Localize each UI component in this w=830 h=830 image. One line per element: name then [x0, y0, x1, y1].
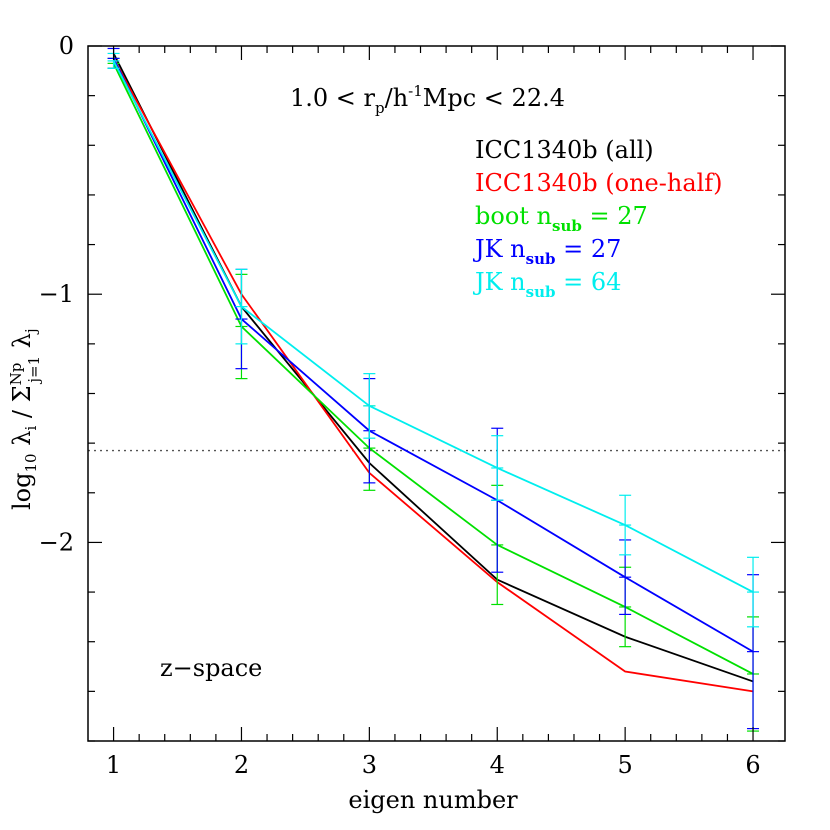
- y-tick-label: −1: [39, 280, 74, 308]
- x-tick-label: 3: [362, 751, 377, 779]
- series-4: [107, 52, 760, 628]
- x-tick-label: 1: [106, 751, 121, 779]
- series-2: [107, 57, 760, 732]
- series-line: [112, 58, 754, 653]
- x-tick-label: 2: [234, 751, 249, 779]
- legend-entry: ICC1340b (one-half): [475, 169, 723, 197]
- x-tick-label: 5: [617, 751, 632, 779]
- legend-entry: JK nsub = 27: [472, 235, 621, 268]
- series-line: [112, 53, 754, 683]
- legend: ICC1340b (all) ICC1340b (one-half) boot ns…: [472, 136, 723, 301]
- x-tick-label: 4: [490, 751, 505, 779]
- y-tick-label: 0: [59, 32, 74, 60]
- series-0: [112, 53, 754, 683]
- x-tick-label: 6: [745, 751, 760, 779]
- y-axis-title: log10 λi / ΣNpj=1 λj: [7, 328, 43, 510]
- x-axis-title: eigen number: [348, 786, 518, 814]
- legend-entry: ICC1340b (all): [475, 136, 654, 164]
- series-line: [112, 62, 754, 675]
- y-tick-label: −2: [39, 528, 74, 556]
- series-line: [112, 60, 754, 593]
- series-1: [112, 57, 754, 693]
- z-space-annotation: z−space: [160, 654, 262, 682]
- series-line: [112, 57, 754, 693]
- legend-entry: boot nsub = 27: [475, 202, 648, 235]
- chart-title: 1.0 < rp/h-1Mpc < 22.4: [290, 82, 565, 117]
- legend-entry: JK nsub = 64: [472, 268, 621, 301]
